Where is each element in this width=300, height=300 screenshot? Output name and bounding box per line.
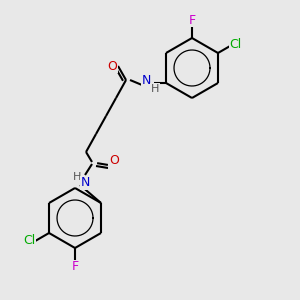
Text: N: N [80,176,90,190]
Text: O: O [109,154,119,167]
Text: Cl: Cl [230,38,242,50]
Text: F: F [188,14,196,26]
Text: H: H [73,172,81,182]
Text: N: N [141,74,151,88]
Text: O: O [107,59,117,73]
Text: H: H [151,84,159,94]
Text: Cl: Cl [23,235,35,248]
Text: F: F [71,260,79,274]
